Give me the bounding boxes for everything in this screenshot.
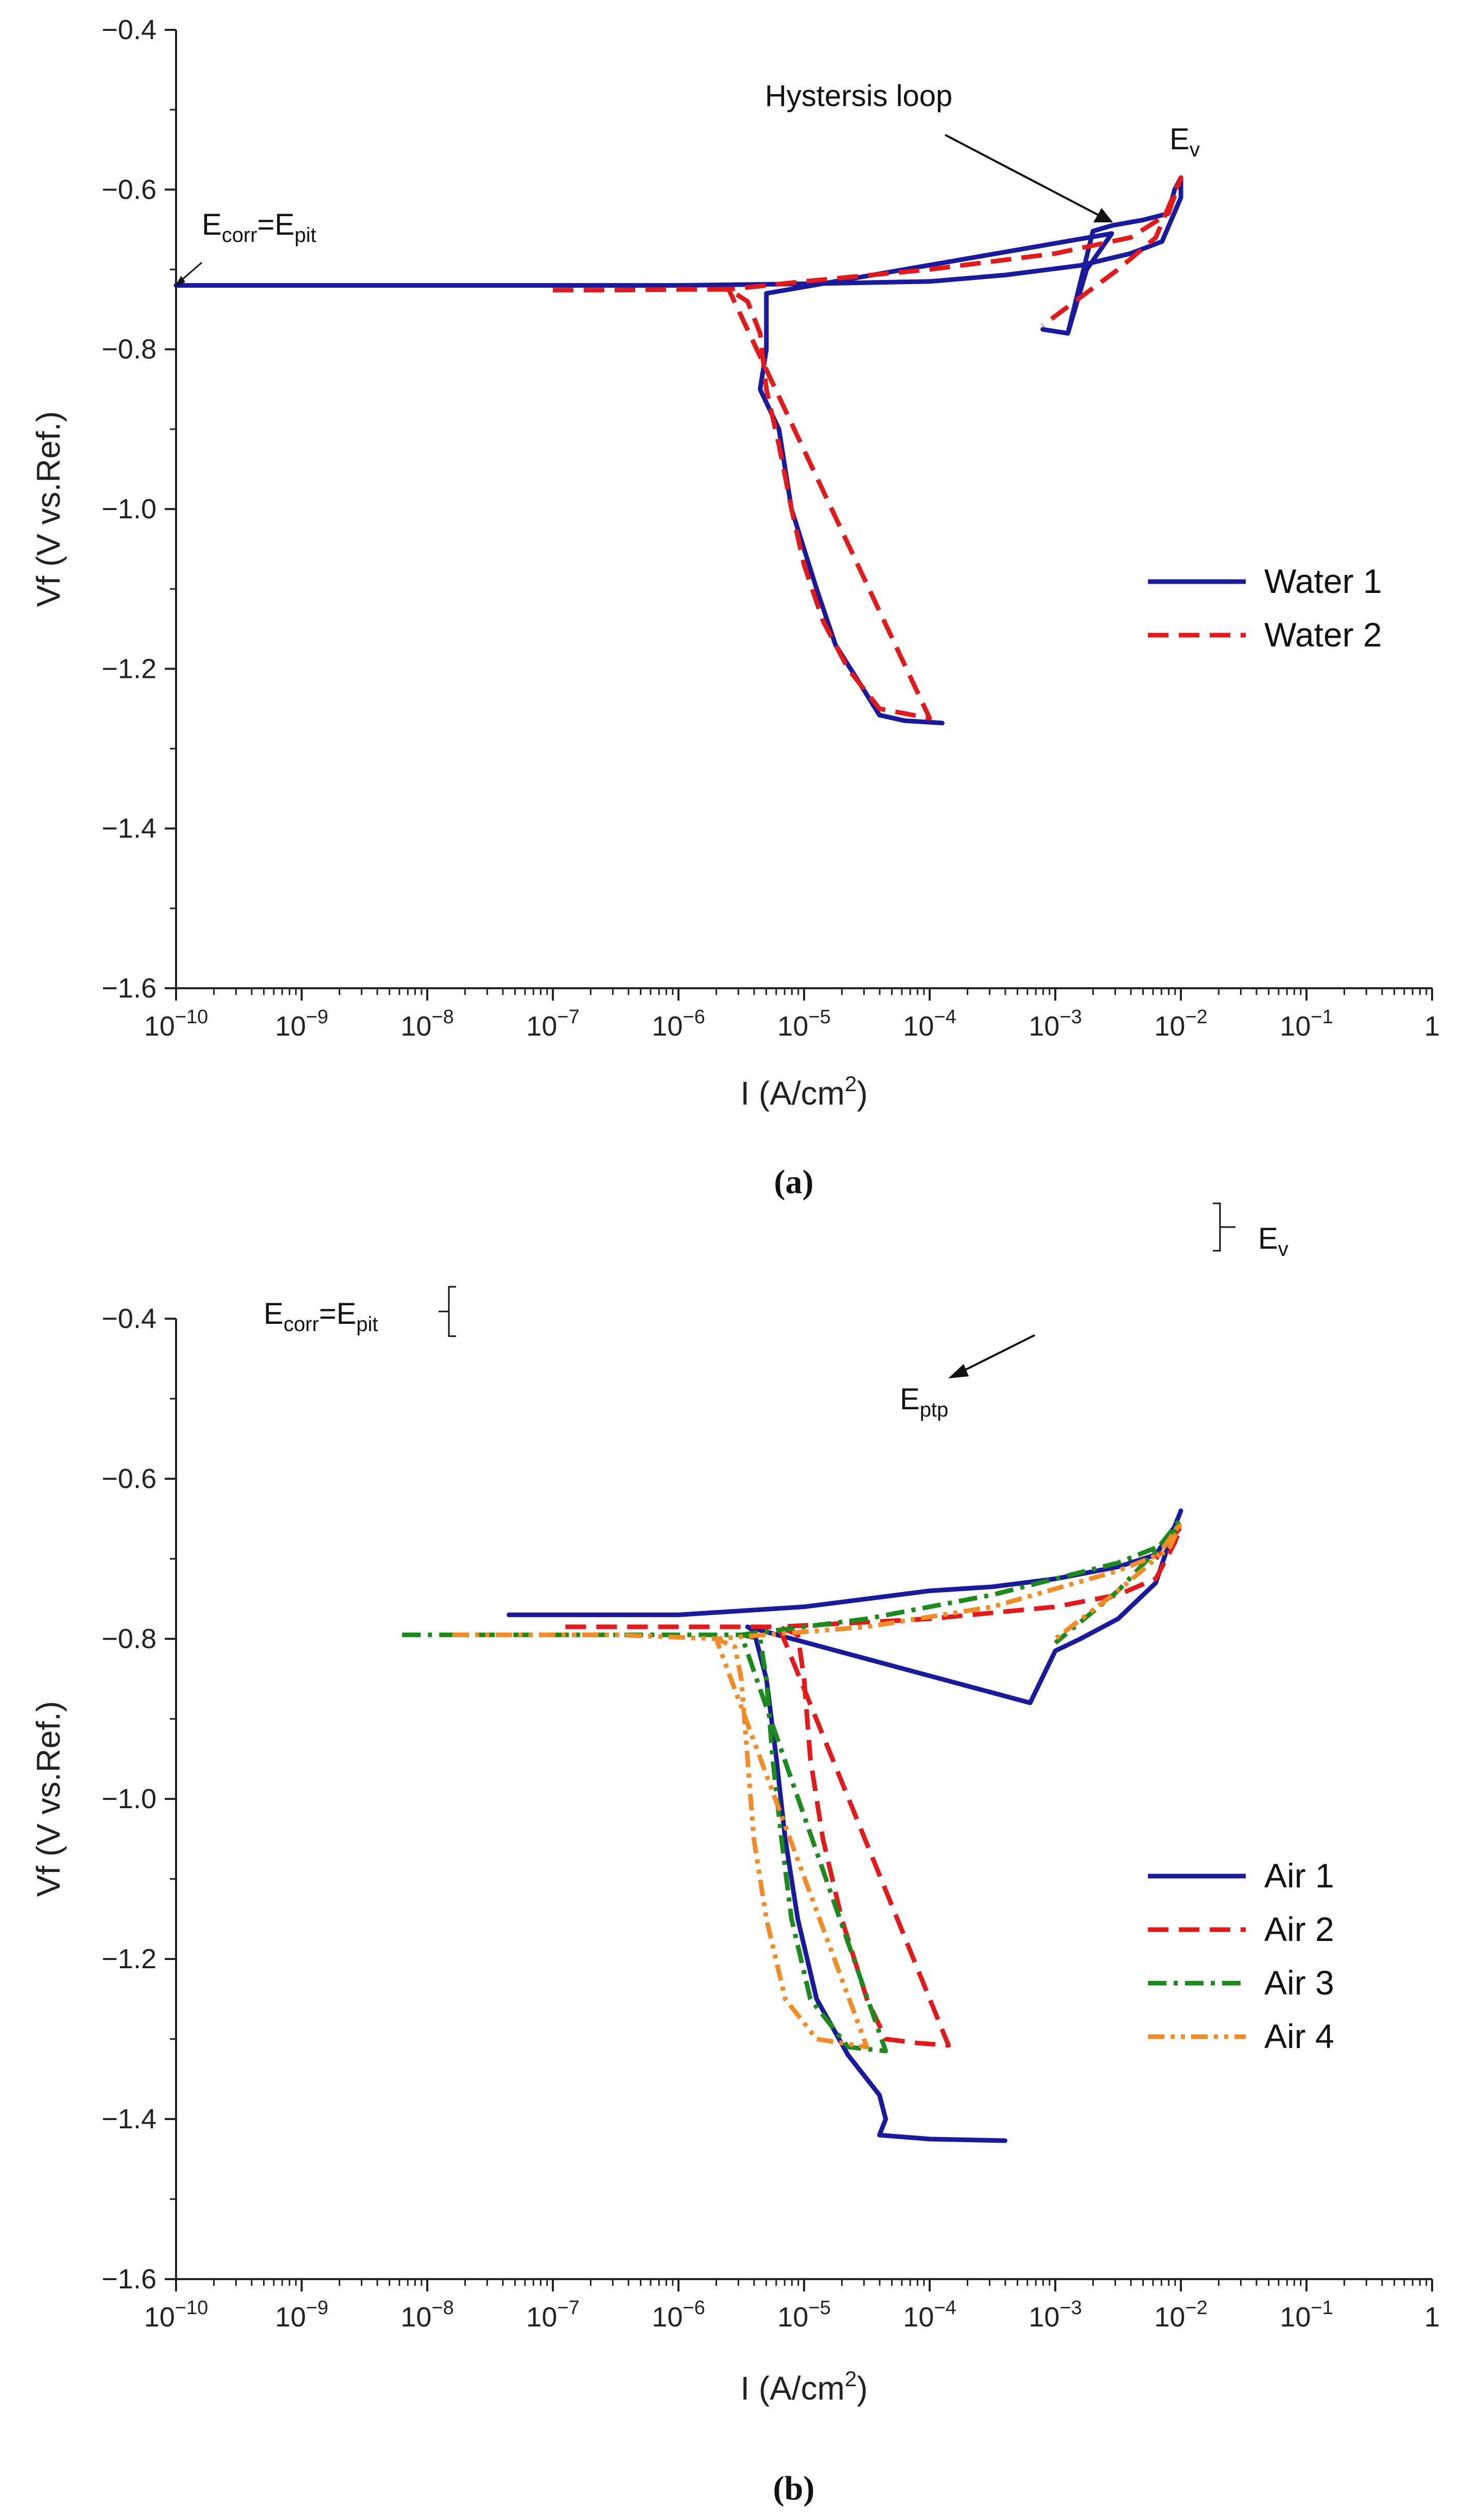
x-tick-label: 10−7 — [526, 2297, 579, 2333]
panel-b-axes: −0.4 −0.6 −0.8 −1.0 −1.2 −1.4 −1.610−10 10−9 10−… — [30, 1303, 1440, 2407]
panel-a-axes: −0.4 −0.6 −0.8 −1.0 −1.2 −1.4 −1.610−10 10−9 10−… — [30, 14, 1440, 1112]
series-line-air-3 — [402, 1516, 1183, 2054]
ev-bracket-b — [1213, 1202, 1235, 1252]
caption-b: (b) — [773, 2470, 815, 2507]
panel-b: −0.4 −0.6 −0.8 −1.0 −1.2 −1.4 −1.610−10 10−9 10−… — [30, 1202, 1440, 2507]
y-tick-label: −0.4 — [101, 14, 156, 45]
legend-entry: Air 2 — [1264, 1910, 1334, 1948]
x-tick-label: 10−1 — [1280, 2297, 1333, 2333]
legend-entry: Water 1 — [1264, 562, 1382, 600]
ecorr-epit-label-a: Ecorr=Epit — [202, 208, 316, 247]
x-tick-label: 10−9 — [275, 2297, 328, 2333]
eptp-arrow — [962, 1334, 1035, 1372]
series-line-air-1 — [507, 1508, 1183, 2143]
x-tick-label: 10−8 — [400, 1006, 454, 1042]
x-tick-label: 10−6 — [652, 1006, 705, 1042]
series-line-water-1 — [173, 175, 1183, 726]
series-line-air-2 — [565, 1524, 1183, 2048]
panel-b-series — [402, 1508, 1183, 2143]
x-tick-label: 10−2 — [1154, 2297, 1207, 2333]
y-tick-label: −0.8 — [101, 1623, 156, 1654]
x-tick-label: 10−7 — [526, 1006, 579, 1042]
y-axis-title: Vf (V vs.Ref.) — [30, 411, 67, 607]
y-axis-title: Vf (V vs.Ref.) — [30, 1701, 67, 1897]
series-line-air-4 — [452, 1520, 1183, 2050]
y-tick-label: −0.4 — [101, 1303, 156, 1334]
ev-label-a: Ev — [1170, 122, 1200, 161]
y-tick-label: −1.0 — [101, 494, 156, 524]
x-tick-label: 10−6 — [652, 2297, 705, 2333]
y-tick-label: −0.6 — [101, 1463, 156, 1494]
y-tick-label: −1.6 — [101, 973, 156, 1004]
x-tick-label: 10−8 — [400, 2297, 454, 2333]
panel-a-annotations: Ecorr=Epit Hystersis loop Ev — [175, 79, 1200, 286]
legend-entry: Air 1 — [1264, 1857, 1334, 1895]
x-tick-label: 10−4 — [903, 1006, 956, 1042]
x-tick-label: 10−4 — [903, 2297, 956, 2333]
ecorr-epit-label-b: Ecorr=Epit — [264, 1297, 378, 1336]
x-tick-label: 10−9 — [275, 1006, 328, 1042]
eptp-arrowhead — [948, 1364, 969, 1378]
y-tick-label: −0.8 — [101, 334, 156, 365]
eptp-label: Eptp — [900, 1382, 948, 1421]
ev-label-b: Ev — [1258, 1222, 1288, 1261]
y-tick-label: −1.2 — [101, 653, 156, 684]
x-tick-label: 10−1 — [1280, 1006, 1333, 1042]
x-tick-label: 10−3 — [1029, 1006, 1082, 1042]
panel-a: −0.4 −0.6 −0.8 −1.0 −1.2 −1.4 −1.610−10 10−9 10−… — [30, 14, 1440, 1201]
legend-entry: Air 3 — [1264, 1964, 1334, 2002]
panel-b-legend: Air 1 Air 2 Air 3 Air 4 — [1148, 1857, 1334, 2055]
y-tick-label: −1.4 — [101, 2104, 156, 2134]
ecorr-bracket-b — [439, 1286, 456, 1337]
y-tick-label: −1.2 — [101, 1944, 156, 1974]
y-tick-label: −1.4 — [101, 813, 156, 844]
x-tick-label: 10−5 — [777, 1006, 830, 1042]
x-tick-label: 10−10 — [144, 2297, 208, 2333]
hysteresis-loop-label: Hystersis loop — [765, 79, 952, 113]
panel-b-annotations: Ecorr=Epit Ev Eptp — [264, 1202, 1288, 1421]
legend-entry: Air 4 — [1264, 2017, 1334, 2055]
x-tick-label: 10−5 — [777, 2297, 830, 2333]
x-tick-label: 10−3 — [1029, 2297, 1082, 2333]
legend-entry: Water 2 — [1264, 616, 1382, 654]
y-tick-label: −1.0 — [101, 1783, 156, 1814]
x-axis-title: I (A/cm2) — [740, 1072, 867, 1112]
series-line-water-2 — [553, 175, 1183, 721]
y-tick-label: −0.6 — [101, 174, 156, 205]
x-tick-label: 1 — [1424, 1011, 1440, 1042]
x-tick-label: 10−2 — [1154, 1006, 1207, 1042]
x-axis-title: I (A/cm2) — [740, 2367, 867, 2407]
hysteresis-arrowhead — [1093, 208, 1113, 222]
caption-a: (a) — [774, 1163, 814, 1201]
hysteresis-arrow — [945, 134, 1101, 217]
panel-a-series — [173, 175, 1183, 726]
ecorr-arrowhead-a — [175, 276, 185, 286]
panel-a-legend: Water 1 Water 2 — [1148, 562, 1382, 654]
y-tick-label: −1.6 — [101, 2264, 156, 2295]
x-tick-label: 1 — [1424, 2302, 1440, 2333]
x-tick-label: 10−10 — [144, 1006, 208, 1042]
